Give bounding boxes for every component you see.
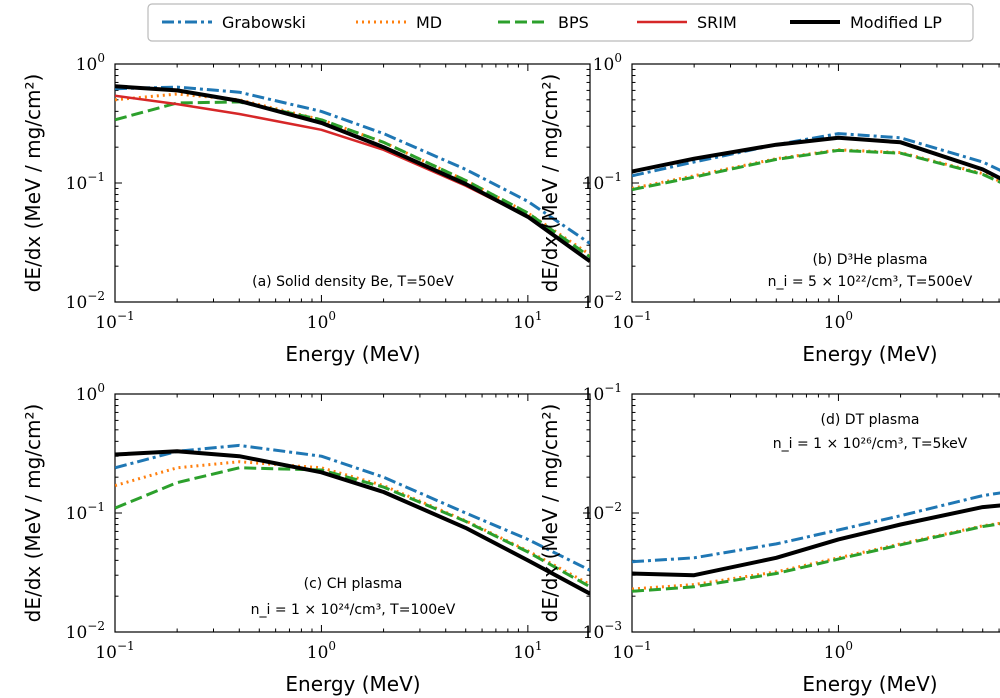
y-tick-label-c: 10−1 bbox=[66, 500, 105, 524]
y-tick-label-d: 10−2 bbox=[583, 500, 622, 524]
axes-frame-c bbox=[114, 393, 591, 633]
x-tick-label-b: 100 bbox=[824, 309, 853, 333]
series-line-modified-lp-b bbox=[632, 135, 1000, 181]
panel-annotation-b: n_i = 5 × 10²²/cm³, T=500eV bbox=[768, 274, 973, 290]
x-tick-label-a: 100 bbox=[307, 309, 336, 333]
x-tick-label-a: 10−1 bbox=[95, 309, 134, 333]
panel-annotation-d: n_i = 1 × 10²⁶/cm³, T=5keV bbox=[773, 436, 968, 452]
y-axis-title-a: dE/dx (MeV / mg/cm²) bbox=[21, 74, 45, 293]
legend-label-srim: SRIM bbox=[697, 13, 737, 32]
legend-frame bbox=[147, 3, 974, 42]
y-tick-label-a: 10−2 bbox=[66, 289, 105, 313]
y-tick-label-b: 10−1 bbox=[583, 170, 622, 194]
y-tick-label-b: 100 bbox=[593, 51, 622, 75]
x-tick-label-c: 10−1 bbox=[95, 639, 134, 663]
y-tick-label-b: 10−2 bbox=[583, 289, 622, 313]
panel-annotation-d: (d) DT plasma bbox=[821, 412, 920, 428]
legend: Grabowski MD BPS SRIM Modified LP bbox=[147, 3, 974, 42]
x-axis-title-a: Energy (MeV) bbox=[285, 342, 420, 366]
series-line-bps-b bbox=[632, 148, 1000, 192]
y-tick-label-d: 10−3 bbox=[583, 619, 622, 643]
series-line-grabowski-a bbox=[115, 85, 590, 245]
y-axis-title-c: dE/dx (MeV / mg/cm²) bbox=[21, 404, 45, 623]
x-tick-label-d: 10−1 bbox=[612, 639, 651, 663]
y-tick-label-c: 100 bbox=[76, 381, 105, 405]
series-line-md-a bbox=[115, 92, 590, 256]
series-line-grabowski-b bbox=[632, 132, 1000, 178]
x-axis-title-c: Energy (MeV) bbox=[285, 672, 420, 696]
x-axis-title-b: Energy (MeV) bbox=[802, 342, 937, 366]
y-tick-label-d: 10−1 bbox=[583, 381, 622, 405]
y-axis-title-b: dE/dx (MeV / mg/cm²) bbox=[538, 74, 562, 293]
series-line-modified-lp-d bbox=[632, 503, 1000, 578]
panel-annotation-c: n_i = 1 × 10²⁴/cm³, T=100eV bbox=[251, 602, 456, 618]
legend-label-bps: BPS bbox=[558, 13, 589, 32]
legend-label-modified-lp: Modified LP bbox=[850, 13, 942, 32]
legend-label-grabowski: Grabowski bbox=[222, 13, 306, 32]
y-axis-title-d: dE/dx (MeV / mg/cm²) bbox=[538, 404, 562, 623]
series-line-bps-a bbox=[115, 100, 590, 259]
x-tick-label-c: 101 bbox=[513, 639, 542, 663]
axes-frame-a bbox=[114, 63, 591, 303]
x-tick-label-a: 101 bbox=[513, 309, 542, 333]
y-tick-label-c: 10−2 bbox=[66, 619, 105, 643]
y-tick-label-a: 10−1 bbox=[66, 170, 105, 194]
axes-frame-d bbox=[631, 393, 1000, 633]
panel-annotation-a: (a) Solid density Be, T=50eV bbox=[252, 274, 454, 290]
legend-label-md: MD bbox=[416, 13, 442, 32]
series-line-modified-lp-c bbox=[115, 449, 590, 596]
series-line-md-c bbox=[115, 460, 590, 586]
series-line-bps-d bbox=[632, 522, 1000, 593]
series-line-modified-lp-a bbox=[115, 84, 590, 263]
x-axis-title-d: Energy (MeV) bbox=[802, 672, 937, 696]
panel-annotation-b: (b) D³He plasma bbox=[812, 252, 927, 268]
x-tick-label-b: 10−1 bbox=[612, 309, 651, 333]
series-line-grabowski-d bbox=[632, 491, 1000, 564]
panel-annotation-c: (c) CH plasma bbox=[304, 576, 403, 592]
series-line-bps-c bbox=[115, 466, 590, 589]
x-tick-label-c: 100 bbox=[307, 639, 336, 663]
y-tick-label-a: 100 bbox=[76, 51, 105, 75]
series-line-md-d bbox=[632, 521, 1000, 591]
series-line-srim-a bbox=[115, 94, 590, 263]
series-line-grabowski-c bbox=[115, 443, 590, 572]
x-tick-label-d: 100 bbox=[824, 639, 853, 663]
